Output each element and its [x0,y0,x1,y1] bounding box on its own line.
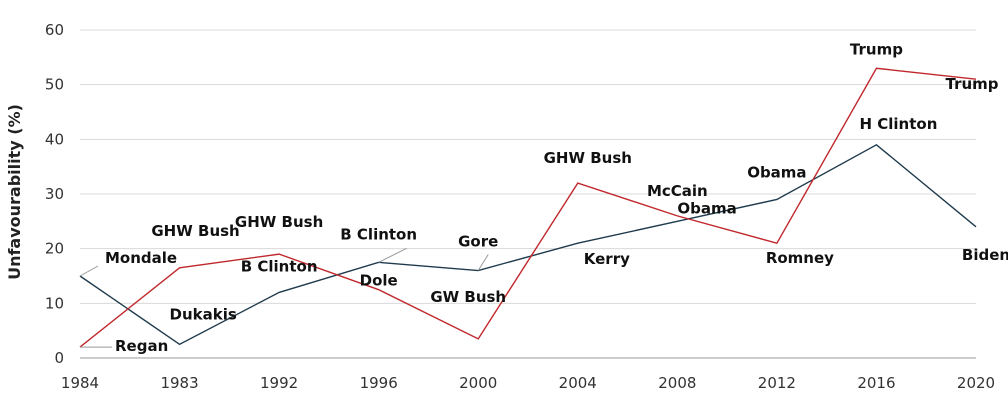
point-label: Trump [945,75,998,93]
x-tick-label: 2016 [857,374,895,392]
y-axis-ticks: 0 10 20 30 40 50 60 [45,21,64,367]
point-label: Kerry [584,250,630,268]
series-lines [79,67,977,348]
gridlines [80,29,976,359]
x-tick-label: 1984 [61,374,99,392]
y-tick-label: 60 [45,21,64,39]
point-label: GHW Bush [544,149,632,167]
point-label: Obama [747,163,806,181]
y-tick-label: 20 [45,240,64,258]
y-tick-label: 40 [45,130,64,148]
point-label: Trump [850,40,903,58]
point-label: Romney [766,249,834,267]
series-line-2 [79,67,977,348]
point-label: Mondale [105,249,177,267]
point-label: Gore [458,233,498,251]
point-label: GW Bush [430,288,506,306]
x-tick-label: 2000 [459,374,497,392]
point-label: B Clinton [340,225,417,243]
point-label: Dole [360,272,398,290]
point-label: GHW Bush [151,222,239,240]
point-label: Dukakis [170,305,237,323]
label-leader-line [79,265,99,277]
label-leader-line [477,254,489,271]
point-label: GHW Bush [235,213,323,231]
x-tick-label: 1983 [160,374,198,392]
x-tick-label: 1992 [260,374,298,392]
x-axis-ticks: 1984 1983 1992 1996 2000 2004 2008 2012 2016 2020 [61,374,995,392]
point-label: McCain [647,182,708,200]
series-line-1 [79,143,977,346]
x-tick-label: 2020 [957,374,995,392]
y-tick-label: 10 [45,294,64,312]
point-label: Biden [962,246,1008,264]
x-tick-label: 1996 [360,374,398,392]
point-label: Regan [115,337,168,355]
point-labels: Mondale Dukakis B Clinton B Clinton Gore Kerr… [79,40,1008,355]
y-tick-label: 30 [45,185,64,203]
y-tick-label: 0 [54,349,64,367]
x-tick-label: 2008 [658,374,696,392]
point-label: B Clinton [241,257,318,275]
point-label: Obama [677,199,736,217]
label-leader-line [378,247,407,263]
x-tick-label: 2004 [559,374,597,392]
point-label: H Clinton [859,115,937,133]
x-tick-label: 2012 [758,374,796,392]
y-axis-title: Unfavourability (%) [5,104,24,280]
y-tick-label: 50 [45,76,64,94]
